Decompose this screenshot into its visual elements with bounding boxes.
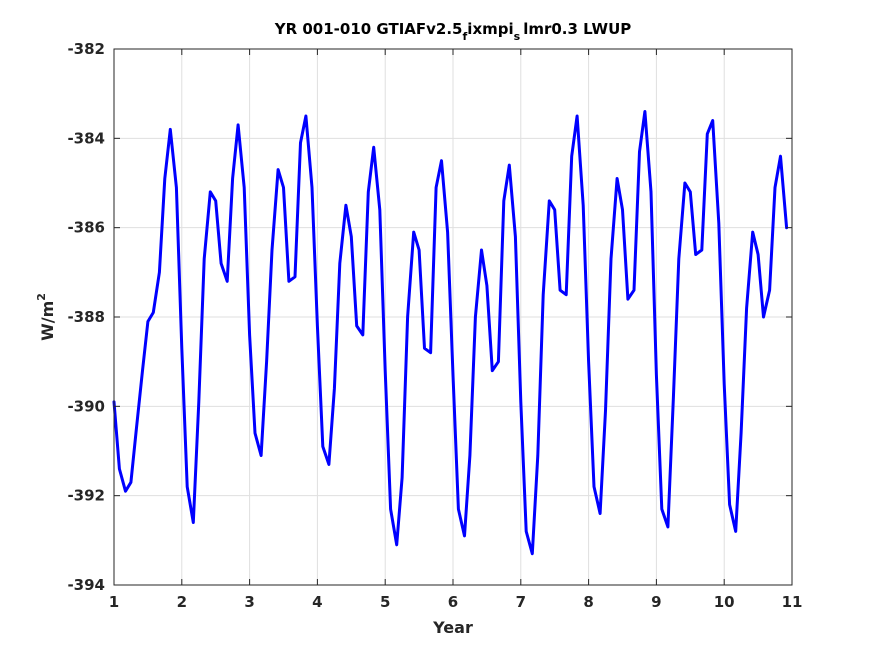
x-tick-label: 6: [448, 593, 458, 611]
series-line-0: [112, 110, 789, 556]
x-tick-label: 5: [380, 593, 390, 611]
x-tick-label: 9: [651, 593, 661, 611]
series-layer: [112, 110, 789, 556]
title-suffix: lmr0.3 LWUP: [523, 20, 631, 38]
x-tick-label: 11: [782, 593, 803, 611]
y-tick-labels: -394 -392 -390 -388 -386 -384 -382: [67, 40, 105, 594]
title-subscript-1: f: [463, 30, 468, 43]
x-tick-label: 7: [516, 593, 526, 611]
y-tick-label: -392: [67, 487, 105, 505]
tick-marks: [113, 48, 793, 586]
x-tick-label: 3: [244, 593, 254, 611]
y-tick-label: -388: [67, 308, 105, 326]
title-prefix: YR 001-010 GTIAFv2.5: [274, 20, 463, 38]
title-middle: ixmpi: [467, 20, 513, 38]
x-tick-label: 2: [177, 593, 187, 611]
y-tick-label: -390: [67, 397, 105, 415]
y-tick-label: -394: [67, 576, 105, 594]
x-tick-labels: 1 2 3 4 5 6 7 8 9 10 11: [109, 593, 803, 611]
y-tick-label: -386: [67, 219, 105, 237]
x-tick-label: 1: [109, 593, 119, 611]
title-subscript-2: s: [514, 30, 521, 43]
x-axis-label: Year: [432, 618, 473, 637]
x-tick-label: 10: [714, 593, 735, 611]
y-axis-label-superscript: 2: [35, 293, 48, 301]
y-axis-label-base: W/m: [38, 301, 57, 341]
y-tick-label: -384: [67, 129, 105, 147]
x-tick-label: 4: [312, 593, 322, 611]
y-tick-label: -382: [67, 40, 105, 58]
chart-title: YR 001-010 GTIAFv2.5fixmpis lmr0.3 LWUP: [274, 20, 632, 43]
y-axis-label: W/m2: [35, 293, 57, 341]
x-tick-label: 8: [583, 593, 593, 611]
